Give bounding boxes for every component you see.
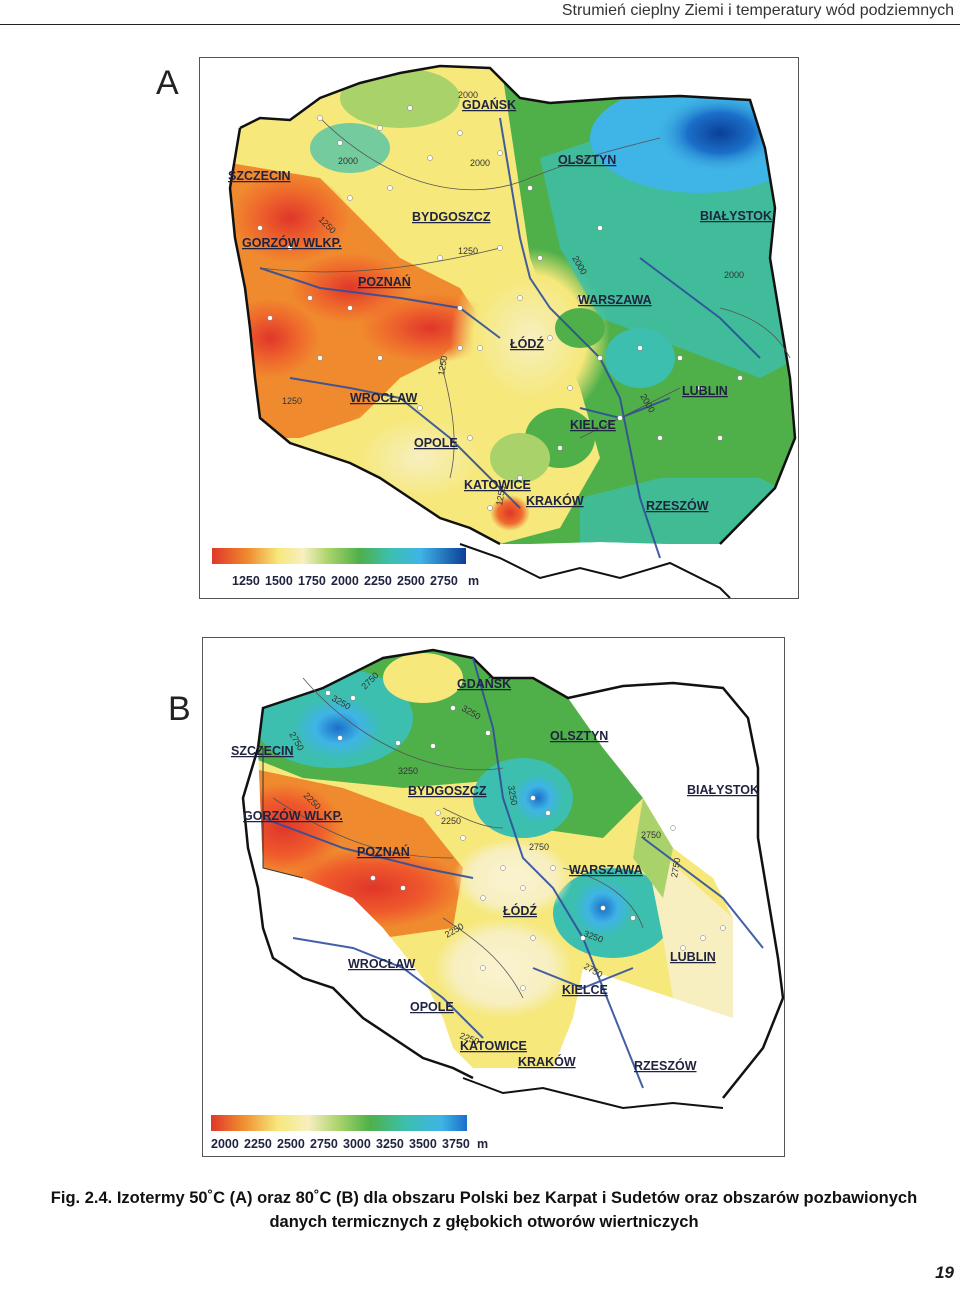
- legend-tick: 1500: [265, 574, 293, 588]
- isoline-label: 2000: [470, 158, 490, 168]
- isoline-label: 2000: [458, 90, 478, 100]
- city-label-szczecin: SZCZECIN: [228, 169, 291, 183]
- city-label-lodz: ŁÓDŹ: [503, 903, 537, 918]
- city-label-bydgoszcz: BYDGOSZCZ: [408, 784, 487, 798]
- figure-caption: Fig. 2.4. Izotermy 50˚C (A) oraz 80˚C (B…: [44, 1186, 924, 1234]
- city-label-poznan: POZNAŃ: [358, 274, 411, 289]
- panel-a-map: 2000 2000 2000 1250 1250 2000 2000 1250 …: [199, 57, 799, 599]
- map-b-fill: [258, 650, 733, 1068]
- city-label-krakow: KRAKÓW: [526, 493, 584, 508]
- legend-tick: 2500: [397, 574, 425, 588]
- panel-b-letter: B: [168, 690, 191, 728]
- legend-tick: 2500: [277, 1137, 305, 1151]
- isoline-label: 2750: [641, 830, 661, 840]
- legend-b-colorbar: [211, 1115, 467, 1131]
- page-number: 19: [935, 1263, 954, 1282]
- isoline-label: 2750: [529, 842, 549, 852]
- city-label-gdansk: GDAŃSK: [462, 97, 516, 112]
- isoline-label: 1250: [494, 485, 507, 506]
- borehole-points-b: [325, 690, 726, 991]
- city-label-katowice: KATOWICE: [460, 1039, 527, 1053]
- city-label-rzeszow: RZESZÓW: [634, 1058, 697, 1073]
- caption-line-2: danych termicznych z głębokich otworów w…: [269, 1213, 699, 1231]
- panel-b-map: 2750 3250 3250 2750 3250 2250 3250 2250 …: [202, 637, 785, 1157]
- city-label-krakow: KRAKÓW: [518, 1054, 576, 1069]
- isoline-label: 2000: [724, 270, 744, 280]
- legend-unit: m: [468, 574, 479, 588]
- legend-a-ticks: 1250 1500 1750 2000 2250 2500 2750 m: [232, 574, 479, 588]
- isoline-label: 1250: [282, 396, 302, 406]
- city-label-warszawa: WARSZAWA: [569, 863, 643, 877]
- isoline-label: 3250: [398, 766, 418, 776]
- city-label-gorzow: GORZÓW WLKP.: [243, 808, 343, 823]
- isoline-label: 1250: [458, 246, 478, 256]
- running-header: Strumień cieplny Ziemi i temperatury wód…: [561, 2, 954, 19]
- isoline-label: 2750: [669, 857, 682, 878]
- city-label-szczecin: SZCZECIN: [231, 744, 294, 758]
- city-label-kielce: KIELCE: [570, 418, 616, 432]
- isoline-label: 2250: [441, 816, 461, 826]
- city-label-wroclaw: WROCŁAW: [350, 391, 418, 405]
- city-label-wroclaw: WROCŁAW: [348, 957, 416, 971]
- city-label-olsztyn: OLSZTYN: [558, 153, 616, 167]
- panel-a-letter: A: [156, 64, 179, 102]
- legend-tick: 3750: [442, 1137, 470, 1151]
- city-label-gdansk: GDAŃSK: [457, 676, 511, 691]
- city-label-lodz: ŁÓDŹ: [510, 336, 544, 351]
- city-label-rzeszow: RZESZÓW: [646, 498, 709, 513]
- city-label-warszawa: WARSZAWA: [578, 293, 652, 307]
- legend-a-colorbar: [212, 548, 466, 564]
- map-a-fill: [230, 66, 795, 544]
- city-label-opole: OPOLE: [410, 1000, 454, 1014]
- legend-tick: 1250: [232, 574, 260, 588]
- isoline-label: 2000: [338, 156, 358, 166]
- city-label-kielce: KIELCE: [562, 983, 608, 997]
- city-label-katowice: KATOWICE: [464, 478, 531, 492]
- city-label-bydgoszcz: BYDGOSZCZ: [412, 210, 491, 224]
- legend-b-ticks: 2000 2250 2500 2750 3000 3250 3500 3750 …: [211, 1137, 488, 1151]
- city-label-olsztyn: OLSZTYN: [550, 729, 608, 743]
- isoline-label: 3250: [506, 785, 519, 806]
- legend-tick: 2250: [244, 1137, 272, 1151]
- legend-tick: 2000: [211, 1137, 239, 1151]
- legend-tick: 3000: [343, 1137, 371, 1151]
- legend-tick: 2750: [310, 1137, 338, 1151]
- caption-line-1: Fig. 2.4. Izotermy 50˚C (A) oraz 80˚C (B…: [50, 1189, 918, 1207]
- city-label-bialystok: BIAŁYSTOK: [687, 783, 759, 797]
- map-b-svg: 2750 3250 3250 2750 3250 2250 3250 2250 …: [211, 648, 784, 1151]
- legend-tick: 3250: [376, 1137, 404, 1151]
- city-label-lublin: LUBLIN: [670, 950, 716, 964]
- city-label-bialystok: BIAŁYSTOK: [700, 209, 772, 223]
- city-label-lublin: LUBLIN: [682, 384, 728, 398]
- legend-tick: 2000: [331, 574, 359, 588]
- legend-unit: m: [477, 1137, 488, 1151]
- legend-tick: 2250: [364, 574, 392, 588]
- city-label-poznan: POZNAŃ: [357, 844, 410, 859]
- header-rule: [0, 24, 960, 25]
- legend-tick: 2750: [430, 574, 458, 588]
- city-label-opole: OPOLE: [414, 436, 458, 450]
- city-label-gorzow: GORZÓW WLKP.: [242, 235, 342, 250]
- legend-tick: 1750: [298, 574, 326, 588]
- isoline-label: 1250: [436, 355, 449, 376]
- legend-tick: 3500: [409, 1137, 437, 1151]
- borehole-points-a: [257, 105, 743, 511]
- map-a-svg: 2000 2000 2000 1250 1250 2000 2000 1250 …: [212, 64, 797, 598]
